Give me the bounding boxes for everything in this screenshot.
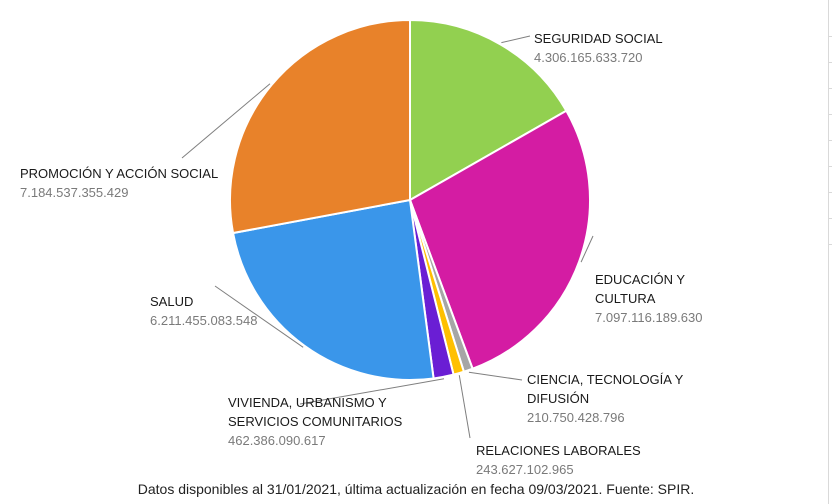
pie-slices [229,18,591,381]
leader-line-vivienda-urbanismo [299,378,445,405]
pie-slice-seguridad-social [409,18,568,202]
slice-value: 7.184.537.355.429 [20,185,129,200]
pie-slice-salud [231,198,435,381]
slice-name-line2: CULTURA [595,291,656,306]
right-axis-ticks [829,0,832,504]
slice-name: SEGURIDAD SOCIAL [534,31,663,46]
slice-label-salud: SALUD 6.211.455.083.548 [150,292,257,330]
leader-line-seguridad-social [501,35,531,44]
slice-name-line2: SERVICIOS COMUNITARIOS [228,414,403,429]
leader-line-educacion-cultura [580,235,594,263]
leader-lines [181,35,594,439]
slice-label-educacion-cultura: EDUCACIÓN Y CULTURA 7.097.116.189.630 [595,270,702,327]
slice-value: 462.386.090.617 [228,433,326,448]
slice-name-line1: EDUCACIÓN Y [595,272,686,287]
footer-note: Datos disponibles al 31/01/2021, última … [137,481,695,497]
slice-name: RELACIONES LABORALES [476,443,641,458]
slice-label-relaciones-laborales: RELACIONES LABORALES 243.627.102.965 [476,441,641,479]
slice-name-line1: VIVIENDA, URBANISMO Y [228,395,387,410]
slice-label-vivienda-urbanismo: VIVIENDA, URBANISMO Y SERVICIOS COMUNITA… [228,393,402,450]
slice-name: PROMOCIÓN Y ACCIÓN SOCIAL [20,166,219,181]
right-axis-line [828,0,829,504]
leader-line-relaciones-laborales [458,375,471,439]
slice-value: 6.211.455.083.548 [150,313,258,328]
leader-line-ciencia-tecnologia [468,371,523,381]
slice-label-promocion-accion-social: PROMOCIÓN Y ACCIÓN SOCIAL 7.184.537.355.… [20,164,218,202]
slice-value: 7.097.116.189.630 [595,310,703,325]
slice-label-seguridad-social: SEGURIDAD SOCIAL 4.306.165.633.720 [534,29,663,67]
pie-slice-educacion-cultura [408,109,591,371]
leader-line-salud [214,285,304,348]
leader-line-promocion-accion-social [181,83,271,159]
slice-value: 210.750.428.796 [527,410,625,425]
pie-slice-promocion-accion-social [229,18,411,235]
slice-label-ciencia-tecnologia: CIENCIA, TECNOLOGÍA Y DIFUSIÓN 210.750.4… [527,370,683,427]
slice-value: 243.627.102.965 [476,462,574,477]
slice-name-line2: DIFUSIÓN [527,391,590,406]
slice-name: SALUD [150,294,194,309]
slice-value: 4.306.165.633.720 [534,50,643,65]
slice-name-line1: CIENCIA, TECNOLOGÍA Y [527,372,684,387]
